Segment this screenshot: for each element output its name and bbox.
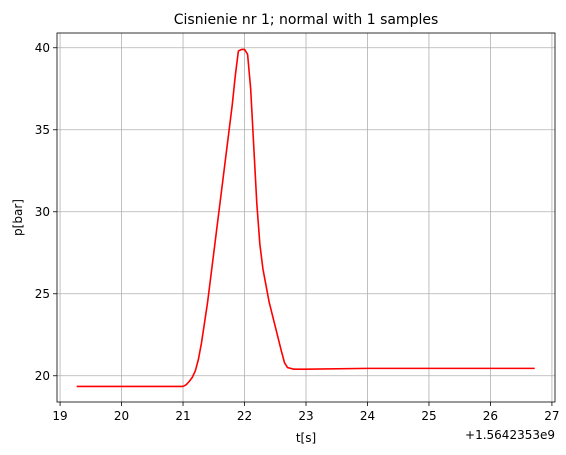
- x-tick-label: 25: [421, 409, 436, 423]
- chart-title: Cisnienie nr 1; normal with 1 samples: [174, 12, 439, 28]
- y-tick-label: 30: [35, 205, 50, 219]
- y-tick-label: 35: [35, 123, 50, 137]
- x-tick-label: 20: [114, 409, 129, 423]
- x-tick-label: 19: [52, 409, 67, 423]
- y-tick-label: 20: [35, 369, 50, 383]
- x-axis-offset-label: +1.5642353e9: [465, 428, 555, 442]
- y-axis-label: p[bar]: [11, 199, 25, 236]
- y-tick-label: 25: [35, 287, 50, 301]
- x-tick-label: 22: [237, 409, 252, 423]
- ticks: 19 20 21 22 23 24 25 26 27 20 25 30 35 40: [35, 41, 560, 423]
- x-tick-label: 27: [544, 409, 559, 423]
- grid: [57, 33, 555, 402]
- x-tick-label: 24: [360, 409, 375, 423]
- series-layer: [76, 48, 535, 388]
- y-tick-label: 40: [35, 41, 50, 55]
- x-tick-label: 23: [298, 409, 313, 423]
- series-line: [76, 48, 535, 388]
- x-axis-label: t[s]: [296, 431, 316, 445]
- x-tick-label: 21: [175, 409, 190, 423]
- x-tick-label: 26: [483, 409, 498, 423]
